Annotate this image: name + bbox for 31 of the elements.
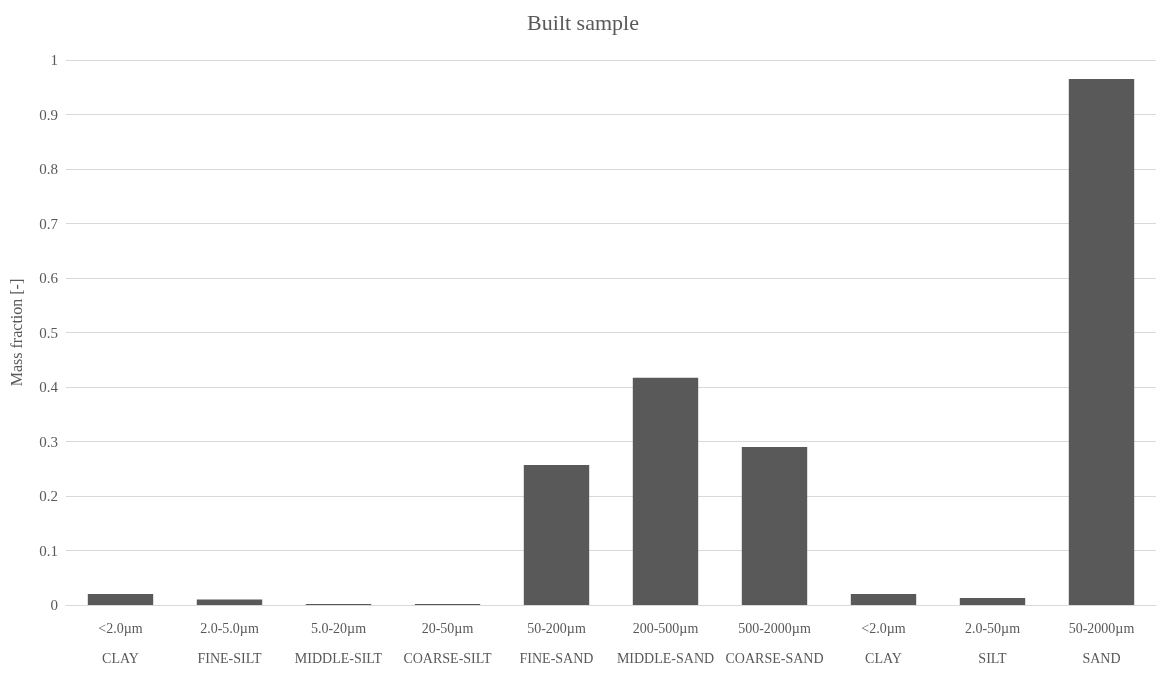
bar bbox=[741, 446, 808, 605]
y-tick-label: 0.2 bbox=[39, 488, 58, 504]
y-tick-label: 0 bbox=[50, 597, 58, 613]
y-tick-label: 0.7 bbox=[39, 215, 59, 232]
y-axis-title: Mass fraction [-] bbox=[7, 278, 25, 387]
x-tick-label: 2.0-5.0µm FINE-SILT bbox=[197, 620, 262, 666]
x-tick-label: <2.0µm CLAY bbox=[861, 620, 906, 666]
chart-title: Built sample bbox=[527, 9, 639, 35]
x-tick-label: 5.0-20µm MIDDLE-SILT bbox=[294, 620, 383, 666]
y-tick-label: 0.9 bbox=[39, 106, 58, 123]
bar bbox=[196, 599, 263, 605]
y-tick-label: 0.4 bbox=[39, 379, 59, 395]
bar bbox=[1068, 79, 1135, 605]
y-tick-label: 0.5 bbox=[39, 324, 58, 341]
x-tick-label: 50-200µm FINE-SAND bbox=[519, 620, 594, 666]
y-tick-label: 0.6 bbox=[39, 270, 59, 286]
y-tick-label: 0.1 bbox=[39, 542, 58, 559]
x-tick-label: 500-2000µm COARSE-SAND bbox=[725, 620, 824, 666]
bar bbox=[523, 464, 590, 605]
bar bbox=[632, 377, 699, 605]
bar bbox=[959, 597, 1026, 605]
bar bbox=[87, 594, 154, 605]
y-tick-label: 1 bbox=[50, 52, 58, 68]
x-tick-label: 20-50µm COARSE-SILT bbox=[403, 620, 493, 666]
bar bbox=[850, 594, 917, 605]
x-tick-label: 200-500µm MIDDLE-SAND bbox=[616, 620, 715, 666]
x-tick-label: 2.0-50µm SILT bbox=[964, 620, 1021, 666]
x-tick-label: <2.0µm CLAY bbox=[98, 620, 143, 666]
y-tick-label: 0.8 bbox=[39, 161, 58, 177]
x-tick-label: 50-2000µm SAND bbox=[1068, 620, 1135, 666]
y-tick-label: 0.3 bbox=[39, 433, 58, 450]
